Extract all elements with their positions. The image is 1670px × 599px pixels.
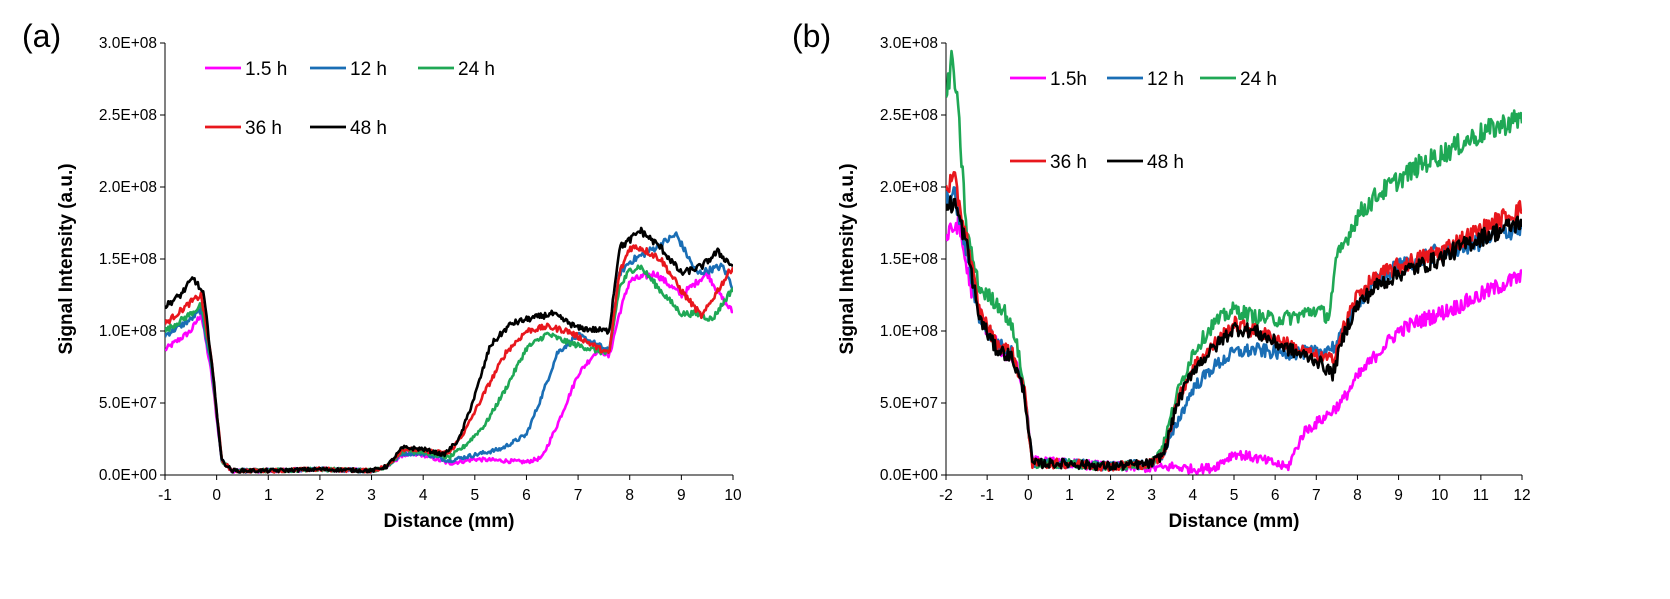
x-tick-label: 6 bbox=[522, 487, 531, 504]
x-tick-label: 4 bbox=[419, 487, 428, 504]
series-line-48-h bbox=[165, 226, 733, 474]
legend-label: 24 h bbox=[458, 59, 495, 80]
y-tick-label: 1.5E+08 bbox=[880, 251, 938, 268]
x-tick-label: 4 bbox=[1189, 487, 1198, 504]
x-tick-label: 11 bbox=[1473, 487, 1489, 504]
x-tick-label: 1 bbox=[264, 487, 273, 504]
chart-panel-b: (b) 0.0E+00 5.0E+07 1.0E+08 1.5E+08 2.0E+08 2.… bbox=[792, 18, 1531, 532]
x-tick-label: 0 bbox=[1024, 487, 1033, 504]
panel-label-a: (a) bbox=[22, 18, 61, 54]
y-axis-title: Signal Intensity (a.u.) bbox=[837, 163, 858, 354]
legend-label: 1.5 h bbox=[245, 59, 287, 80]
legend-label: 1.5h bbox=[1050, 69, 1087, 90]
x-tick-label: 8 bbox=[1353, 487, 1362, 504]
y-tick-label: 2.0E+08 bbox=[880, 179, 938, 196]
y-tick-label: 1.0E+08 bbox=[880, 323, 938, 340]
y-tick-label: 2.5E+08 bbox=[99, 107, 157, 124]
y-tick-label: 2.0E+08 bbox=[99, 179, 157, 196]
x-tick-label: 5 bbox=[1230, 487, 1239, 504]
x-tick-label: 9 bbox=[677, 487, 686, 504]
y-tick-label: 0.0E+00 bbox=[99, 467, 158, 484]
y-tick-label: 3.0E+08 bbox=[99, 35, 157, 52]
y-axis-title: Signal Intensity (a.u.) bbox=[56, 163, 77, 354]
x-tick-label: 6 bbox=[1271, 487, 1280, 504]
x-tick-label: 2 bbox=[1106, 487, 1115, 504]
panel-label-b: (b) bbox=[792, 18, 831, 54]
x-tick-label: 2 bbox=[316, 487, 325, 504]
x-tick-label: 1 bbox=[1065, 487, 1074, 504]
x-tick-label: 3 bbox=[1147, 487, 1156, 504]
x-tick-label: 12 bbox=[1513, 487, 1530, 504]
x-axis-title: Distance (mm) bbox=[1169, 511, 1300, 532]
legend-label: 12 h bbox=[350, 59, 387, 80]
legend-label: 24 h bbox=[1240, 69, 1277, 90]
x-tick-label: 5 bbox=[471, 487, 480, 504]
x-tick-label: 8 bbox=[625, 487, 634, 504]
y-tick-label: 1.5E+08 bbox=[99, 251, 157, 268]
x-tick-label: 7 bbox=[574, 487, 583, 504]
legend-label: 12 h bbox=[1147, 69, 1184, 90]
x-tick-label: -2 bbox=[939, 487, 953, 504]
legend-label: 36 h bbox=[1050, 152, 1087, 173]
x-tick-label: 0 bbox=[212, 487, 221, 504]
y-tick-label: 5.0E+07 bbox=[99, 395, 157, 412]
x-tick-label: -1 bbox=[980, 487, 994, 504]
x-tick-label: 10 bbox=[724, 487, 742, 504]
x-tick-label: 9 bbox=[1394, 487, 1403, 504]
x-tick-label: 7 bbox=[1312, 487, 1321, 504]
x-tick-label: 10 bbox=[1431, 487, 1449, 504]
y-tick-label: 3.0E+08 bbox=[880, 35, 938, 52]
x-tick-label: -1 bbox=[158, 487, 172, 504]
y-tick-label: 5.0E+07 bbox=[880, 395, 938, 412]
legend-label: 48 h bbox=[350, 118, 387, 139]
series-line-48-h bbox=[946, 195, 1522, 472]
chart-panel-a: (a) 0.0E+00 5.0E+07 1.0E+08 1.5E+08 2.0E+08 2.… bbox=[22, 18, 742, 532]
y-tick-label: 1.0E+08 bbox=[99, 323, 157, 340]
legend-label: 48 h bbox=[1147, 152, 1184, 173]
x-axis-title: Distance (mm) bbox=[384, 511, 515, 532]
y-tick-label: 0.0E+00 bbox=[880, 467, 939, 484]
legend-label: 36 h bbox=[245, 118, 282, 139]
y-tick-label: 2.5E+08 bbox=[880, 107, 938, 124]
x-tick-label: 3 bbox=[367, 487, 376, 504]
